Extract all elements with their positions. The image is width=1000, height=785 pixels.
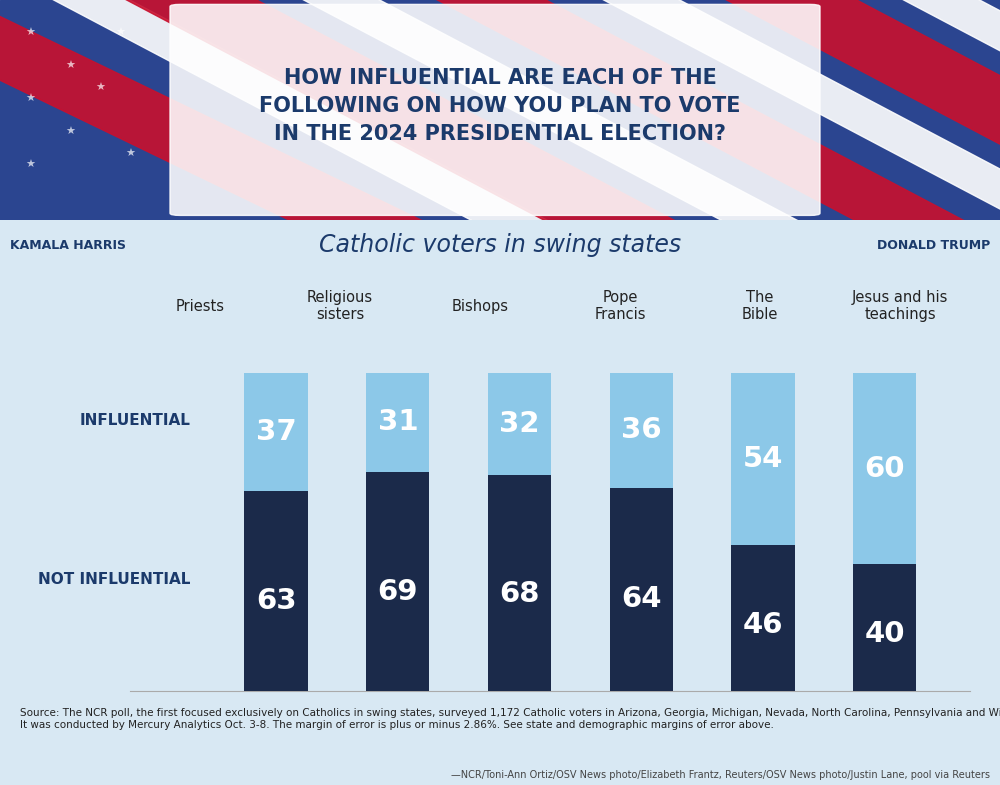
Text: Jesus and his
teachings: Jesus and his teachings (852, 290, 948, 323)
Text: 64: 64 (621, 586, 662, 613)
Text: The
Bible: The Bible (742, 290, 778, 323)
Text: NOT INFLUENTIAL: NOT INFLUENTIAL (38, 572, 191, 587)
Polygon shape (18, 0, 582, 245)
Text: INFLUENTIAL: INFLUENTIAL (80, 414, 191, 429)
Text: Catholic voters in swing states: Catholic voters in swing states (319, 233, 681, 257)
Polygon shape (268, 0, 832, 245)
Text: ★: ★ (65, 127, 75, 137)
Bar (731, 545, 795, 691)
Bar (488, 373, 551, 475)
Bar (853, 564, 916, 691)
Bar (244, 491, 308, 691)
Polygon shape (695, 0, 1000, 246)
Text: KAMALA HARRIS: KAMALA HARRIS (10, 239, 126, 252)
Bar (731, 373, 795, 545)
Text: 63: 63 (256, 586, 296, 615)
Text: 37: 37 (256, 418, 296, 446)
Text: 54: 54 (743, 445, 783, 473)
Bar (610, 487, 673, 691)
Bar (366, 472, 429, 691)
Polygon shape (404, 0, 996, 246)
Text: ★: ★ (65, 61, 75, 71)
Bar (244, 373, 308, 491)
Text: 69: 69 (378, 579, 418, 606)
Text: ★: ★ (115, 28, 125, 38)
Text: ★: ★ (25, 28, 35, 38)
Bar (366, 373, 429, 472)
Text: Bishops: Bishops (452, 298, 509, 314)
FancyBboxPatch shape (170, 5, 820, 215)
Text: 40: 40 (865, 619, 905, 648)
Text: 31: 31 (378, 408, 418, 436)
Text: 60: 60 (865, 455, 905, 483)
Bar (488, 475, 551, 691)
Text: —NCR/Toni-Ann Ortiz/OSV News photo/Elizabeth Frantz, Reuters/OSV News photo/Just: —NCR/Toni-Ann Ortiz/OSV News photo/Eliza… (451, 771, 990, 780)
Text: Priests: Priests (176, 298, 224, 314)
Text: Pope
Francis: Pope Francis (594, 290, 646, 323)
Text: Source: The NCR poll, the first focused exclusively on Catholics in swing states: Source: The NCR poll, the first focused … (20, 708, 1000, 730)
Text: ★: ★ (95, 83, 105, 93)
Text: 68: 68 (499, 579, 540, 608)
Bar (853, 373, 916, 564)
Polygon shape (0, 0, 455, 247)
Text: Religious
sisters: Religious sisters (307, 290, 373, 323)
Text: ★: ★ (25, 160, 35, 170)
Text: ★: ★ (125, 149, 135, 159)
Text: ★: ★ (25, 94, 35, 104)
Polygon shape (868, 0, 1000, 245)
Polygon shape (95, 0, 705, 246)
Text: 46: 46 (743, 611, 783, 639)
Text: HOW INFLUENTIAL ARE EACH OF THE
FOLLOWING ON HOW YOU PLAN TO VOTE
IN THE 2024 PR: HOW INFLUENTIAL ARE EACH OF THE FOLLOWIN… (259, 68, 741, 144)
Text: 32: 32 (499, 410, 540, 438)
Polygon shape (568, 0, 1000, 245)
Bar (610, 373, 673, 487)
Text: 36: 36 (621, 416, 662, 444)
Text: DONALD TRUMP: DONALD TRUMP (877, 239, 990, 252)
